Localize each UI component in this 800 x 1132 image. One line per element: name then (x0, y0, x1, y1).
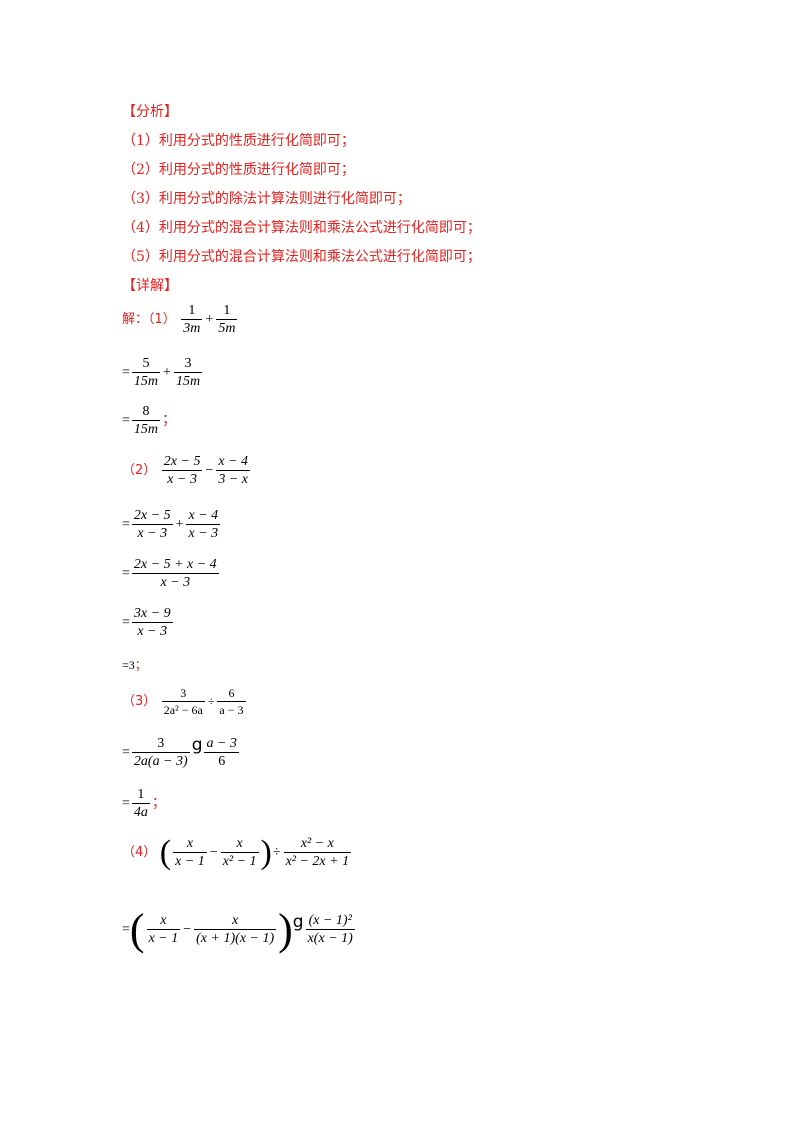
fraction: 3 15m (173, 356, 203, 389)
p1-step-2: = 8 15m； (122, 404, 177, 437)
dot-operator: g (191, 735, 203, 755)
analysis-item-4: （4）利用分式的混合计算法则和乘法公式进行化简即可； (122, 220, 481, 236)
p2-label: （2） (122, 463, 157, 479)
p3-problem: （3） 3 2a² − 6a ÷ 6 a − 3 (122, 686, 246, 717)
p1-problem: 解：（1） 1 3m +1 5m (122, 303, 238, 336)
fraction: 3 2a² − 6a (161, 686, 205, 717)
detail-heading: 【详解】 (122, 278, 178, 294)
p1-label: （1） (148, 312, 176, 328)
fraction: 1 3m (181, 303, 203, 336)
dot-operator: g (292, 912, 304, 932)
fraction: x² − x x² − 2x + 1 (283, 836, 352, 869)
analysis-heading: 【分析】 (122, 104, 178, 120)
analysis-item-3: （3）利用分式的除法计算法则进行化简即可； (122, 191, 411, 207)
analysis-item-5: （5）利用分式的混合计算法则和乘法公式进行化简即可； (122, 249, 481, 265)
p2-step-4: =3； (122, 658, 147, 672)
fraction: 1 5m (216, 303, 238, 336)
p4-problem: （4） (x x − 1− x x² − 1)÷ x² − x x² − 2x + 1 (122, 834, 352, 871)
p3-step-2: = 1 4a； (122, 787, 166, 820)
p4-label: （4） (122, 845, 157, 861)
fraction: x x² − 1 (220, 836, 259, 869)
analysis-item-2: （2）利用分式的性质进行化简即可； (122, 162, 355, 178)
fraction: 1 4a (131, 787, 150, 820)
p4-step-1: =(x x − 1− x (x + 1)(x − 1))g (x − 1)² x(x − … (122, 904, 355, 954)
p1-step-1: = 5 15m +3 15m (122, 356, 203, 389)
fraction: x (x + 1)(x − 1) (194, 912, 277, 946)
solution-prefix: 解： (122, 312, 149, 328)
p3-label: （3） (122, 694, 157, 710)
fraction: 8 15m (131, 404, 161, 437)
analysis-item-1: （1）利用分式的性质进行化简即可； (122, 133, 355, 149)
fraction: 3 2a(a − 3) (131, 735, 190, 769)
fraction: (x − 1)² x(x − 1) (305, 912, 355, 946)
fraction: 5 15m (131, 356, 161, 389)
